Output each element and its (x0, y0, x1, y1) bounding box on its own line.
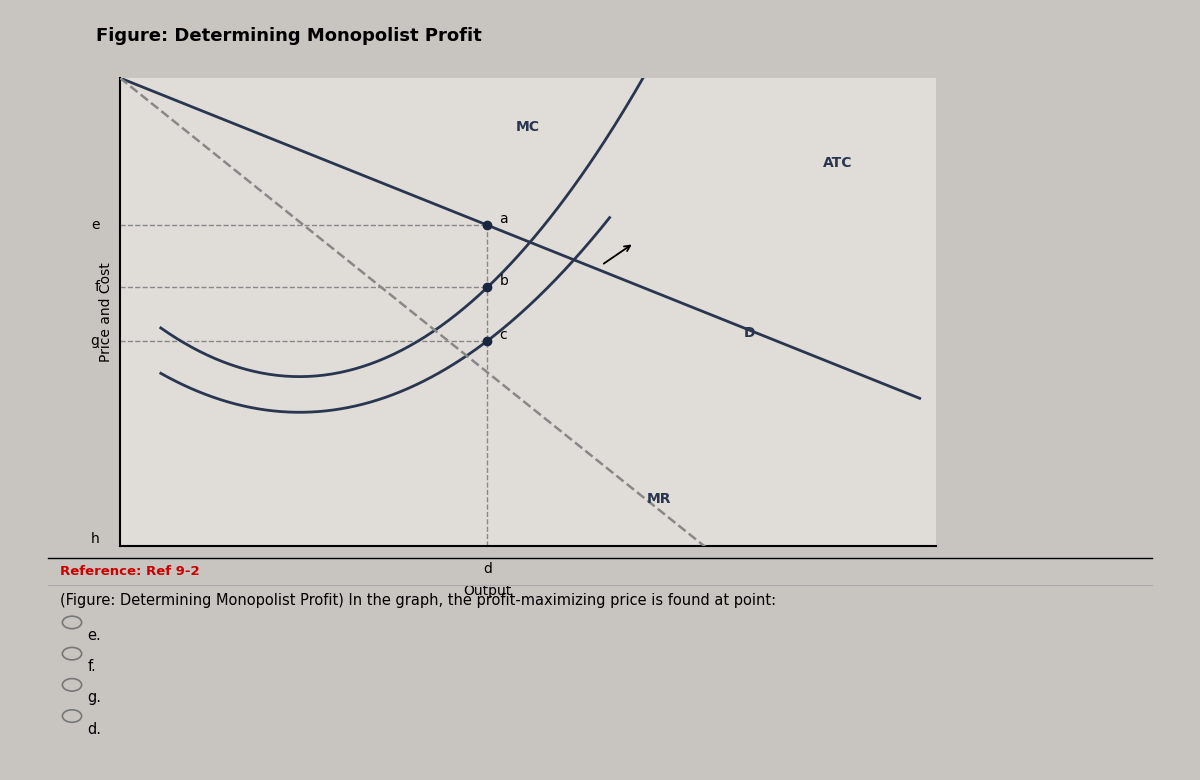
Y-axis label: Price and Cost: Price and Cost (100, 262, 113, 362)
Text: b: b (499, 275, 509, 289)
Text: e.: e. (88, 628, 101, 643)
Text: e: e (91, 218, 100, 232)
Text: h: h (91, 532, 100, 546)
Text: Reference: Ref 9-2: Reference: Ref 9-2 (60, 565, 199, 578)
Text: MC: MC (516, 120, 540, 134)
Text: g.: g. (88, 690, 102, 705)
Text: d.: d. (88, 722, 102, 736)
Text: Figure: Determining Monopolist Profit: Figure: Determining Monopolist Profit (96, 27, 481, 45)
Text: Output: Output (463, 584, 511, 598)
Text: f.: f. (88, 659, 96, 674)
Text: (Figure: Determining Monopolist Profit) In the graph, the profit-maximizing pric: (Figure: Determining Monopolist Profit) … (60, 593, 776, 608)
Text: D: D (744, 325, 756, 339)
Text: ATC: ATC (823, 156, 853, 170)
Text: f: f (95, 281, 100, 295)
Text: d: d (482, 562, 492, 576)
Text: c: c (499, 328, 508, 342)
Text: a: a (499, 212, 508, 226)
Text: g: g (91, 334, 100, 348)
Text: MR: MR (647, 492, 672, 506)
